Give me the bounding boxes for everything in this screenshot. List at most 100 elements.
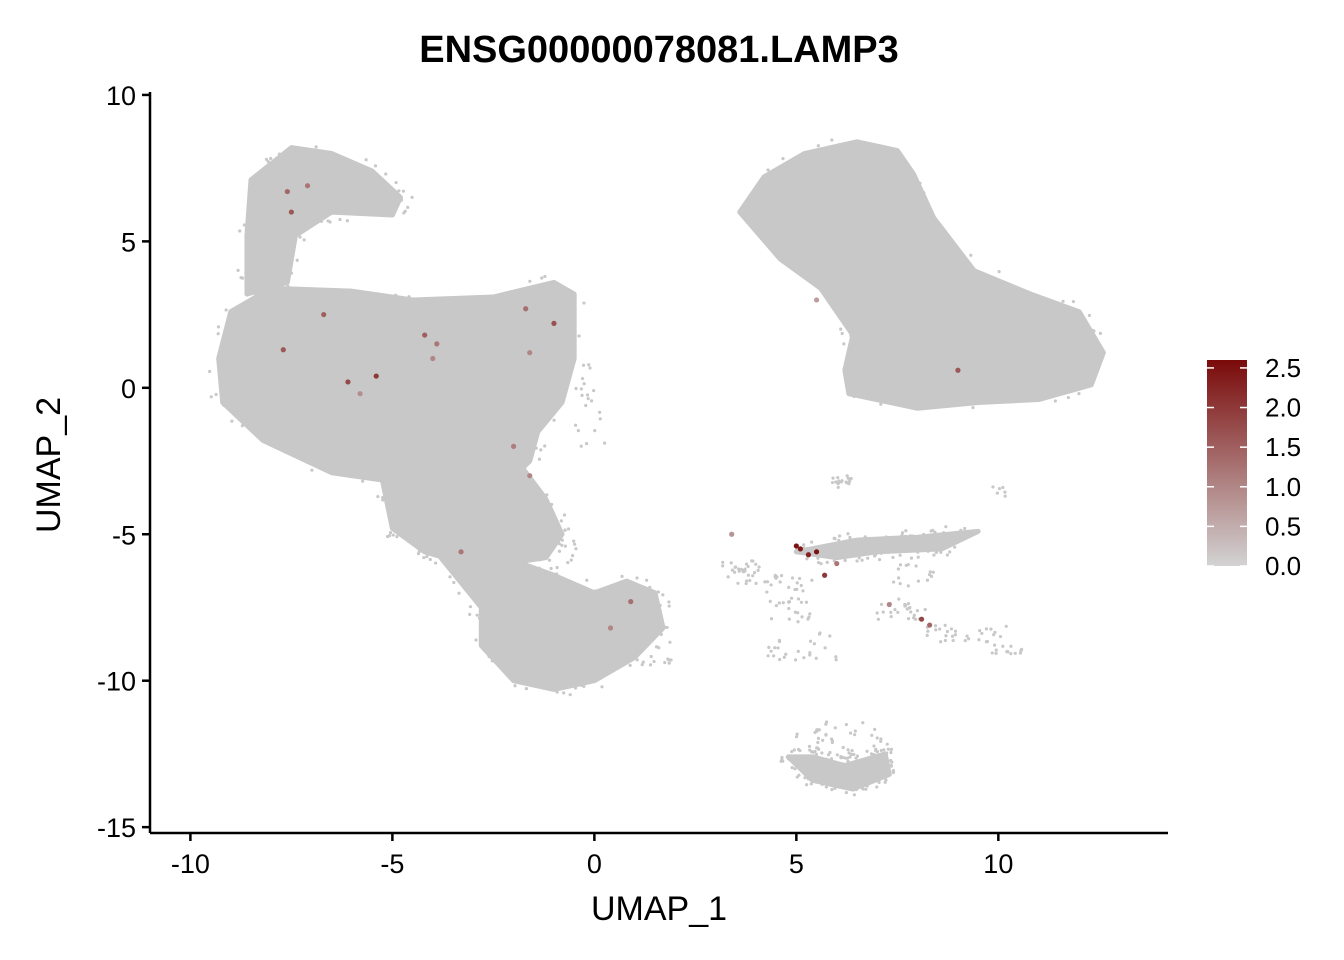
cell-point — [277, 152, 281, 156]
cell-point — [534, 446, 538, 450]
cell-point — [859, 552, 863, 556]
cell-point — [415, 460, 419, 465]
cell-point — [796, 649, 800, 653]
cell-point — [882, 776, 886, 780]
cell-point — [481, 555, 486, 559]
cell-point — [926, 629, 930, 633]
cell-point — [547, 558, 552, 562]
cell-point — [819, 562, 823, 566]
cell-point — [721, 564, 725, 568]
cell-point — [373, 164, 378, 168]
cell-point — [844, 791, 848, 795]
cell-point — [816, 736, 821, 740]
cell-point — [560, 538, 564, 542]
cell-point — [885, 742, 889, 746]
cell-point — [796, 597, 801, 601]
cell-point — [369, 470, 373, 474]
cell-point — [754, 581, 758, 585]
cell-point — [247, 425, 251, 430]
colorbar-tick-label: 0.5 — [1265, 511, 1301, 541]
cell-point — [406, 205, 410, 209]
cell-point — [744, 579, 749, 583]
cell-point — [793, 767, 797, 771]
cell-point — [844, 722, 849, 727]
cell-point — [992, 633, 996, 637]
cell-point — [793, 658, 798, 662]
cell-point — [978, 629, 982, 633]
expressing-cell-point — [628, 599, 634, 605]
cell-point — [289, 271, 294, 275]
cell-point — [861, 721, 865, 725]
cell-point — [833, 786, 837, 790]
cell-point — [566, 560, 570, 565]
cell-point — [846, 532, 850, 536]
cluster-right_top — [737, 138, 1106, 411]
cell-point — [832, 306, 836, 311]
cell-point — [310, 468, 314, 472]
cell-point — [951, 638, 955, 643]
cell-point — [813, 755, 817, 759]
cell-point — [906, 602, 910, 606]
cell-point — [870, 733, 874, 737]
cell-point — [563, 544, 567, 548]
cell-point — [402, 211, 406, 215]
cell-point — [286, 284, 290, 288]
x-tick-label: 10 — [983, 849, 1013, 879]
cell-point — [818, 780, 822, 784]
cell-point — [266, 159, 270, 164]
cell-point — [873, 727, 877, 731]
cell-point — [782, 655, 786, 659]
cell-point — [852, 394, 856, 398]
cell-point — [898, 553, 902, 557]
y-tick-label: -5 — [112, 520, 136, 550]
expressing-cell-point — [430, 355, 436, 362]
cell-point — [802, 656, 806, 660]
cell-point — [829, 737, 834, 741]
cell-point — [897, 597, 901, 601]
cell-point — [953, 545, 957, 549]
cell-point — [824, 722, 828, 726]
cell-point — [813, 749, 817, 754]
cell-point — [592, 388, 596, 393]
cell-point — [907, 606, 911, 610]
cell-point — [891, 580, 896, 584]
cell-point — [620, 574, 624, 578]
cell-point — [912, 613, 916, 617]
cell-point — [890, 760, 894, 764]
cell-point — [314, 145, 318, 149]
cell-point — [841, 762, 845, 766]
cell-point — [545, 493, 549, 497]
expressing-cell-point — [729, 531, 735, 537]
cell-point — [879, 737, 883, 741]
cell-point — [635, 658, 639, 662]
cell-point — [364, 158, 368, 162]
cell-point — [971, 406, 975, 410]
cell-point — [1101, 352, 1105, 356]
cell-point — [528, 543, 532, 548]
cell-point — [572, 539, 576, 543]
cell-point — [886, 747, 890, 751]
cell-point — [302, 238, 306, 242]
cell-point — [889, 747, 894, 751]
cell-point — [821, 738, 825, 742]
cell-point — [641, 660, 645, 664]
cell-point — [279, 288, 283, 292]
cell-point — [531, 552, 535, 556]
cell-point — [882, 748, 886, 752]
cell-point — [518, 537, 522, 541]
cell-point — [839, 327, 843, 331]
cell-point — [824, 732, 828, 737]
cell-point — [345, 219, 349, 223]
cell-point — [490, 659, 494, 663]
cell-point — [842, 342, 846, 346]
cell-point — [801, 771, 806, 775]
cell-point — [395, 535, 399, 539]
cell-point — [837, 479, 841, 483]
cell-point — [994, 651, 998, 655]
cell-point — [944, 525, 948, 529]
cell-point — [751, 574, 755, 578]
cell-points-background — [208, 138, 1106, 797]
expressing-cell-point — [805, 552, 812, 558]
cell-point — [802, 543, 806, 547]
cell-point — [795, 732, 799, 736]
